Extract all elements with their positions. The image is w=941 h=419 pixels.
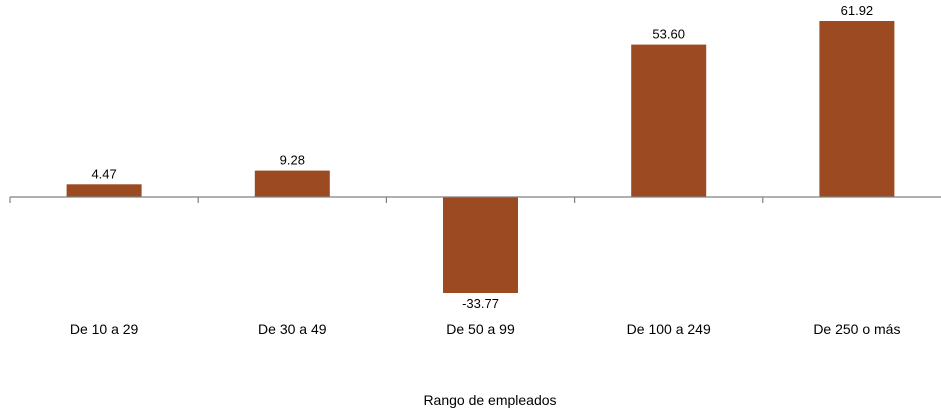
data-label-5: 61.92: [841, 3, 874, 18]
data-label-1: 4.47: [91, 166, 116, 181]
category-label-2: De 30 a 49: [258, 321, 327, 337]
bar-3: [443, 197, 518, 293]
x-axis: [9, 196, 941, 203]
x-axis-title: Rango de empleados: [423, 392, 556, 408]
bar-2: [254, 170, 330, 197]
labels-layer: 4.47 De 10 a 29 9.28 De 30 a 49 -33.77 De 50 …: [70, 3, 901, 337]
bars-layer: [66, 21, 895, 293]
category-label-1: De 10 a 29: [70, 321, 139, 337]
bar-5: [819, 21, 895, 197]
bar-4: [631, 44, 707, 197]
data-label-3: -33.77: [462, 296, 499, 311]
bar-1: [66, 184, 142, 197]
data-label-2: 9.28: [280, 153, 305, 168]
category-label-5: De 250 o más: [813, 321, 900, 337]
category-label-3: De 50 a 99: [446, 321, 515, 337]
data-label-4: 53.60: [652, 27, 685, 42]
category-label-4: De 100 a 249: [627, 321, 711, 337]
